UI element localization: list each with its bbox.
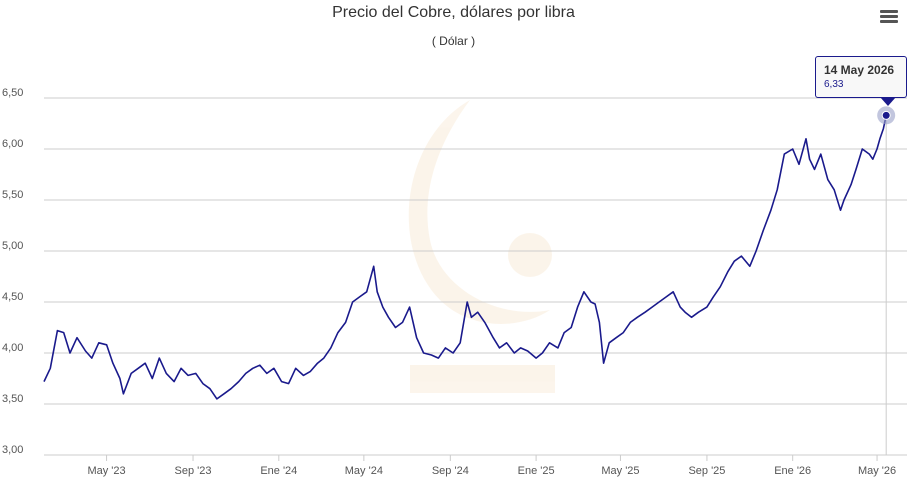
watermark-logo xyxy=(408,100,555,393)
y-tick-label: 4,00 xyxy=(2,342,23,354)
price-series-line xyxy=(43,115,887,400)
menu-bar xyxy=(880,20,898,23)
y-tick-label: 5,50 xyxy=(2,189,23,201)
tooltip-value: 6,33 xyxy=(824,79,844,90)
y-axis: 3,00 3,50 4,00 4,50 5,00 5,50 6,00 6,50 xyxy=(2,87,23,456)
x-tick-label: May '25 xyxy=(601,465,639,477)
x-tick-label: Ene '24 xyxy=(260,465,297,477)
x-tick-label: May '24 xyxy=(345,465,383,477)
x-tick-label: May '26 xyxy=(858,465,896,477)
y-tick-label: 5,00 xyxy=(2,240,23,252)
chart-subtitle: ( Dólar ) xyxy=(431,34,476,48)
y-tick-label: 3,50 xyxy=(2,393,23,405)
tooltip-date: 14 May 2026 xyxy=(824,63,895,77)
x-tick-label: May '23 xyxy=(87,465,125,477)
tooltip: 14 May 2026 6,33 xyxy=(815,56,907,106)
menu-bar xyxy=(880,15,898,18)
y-tick-label: 4,50 xyxy=(2,291,23,303)
x-tick-label: Sep '24 xyxy=(432,465,469,477)
y-tick-label: 3,00 xyxy=(2,444,23,456)
hamburger-menu-icon[interactable] xyxy=(878,8,900,26)
grid-lines xyxy=(44,97,907,456)
menu-bar xyxy=(880,10,898,13)
x-tick-label: Ene '25 xyxy=(518,465,555,477)
x-axis: May '23 Sep '23 Ene '24 May '24 Sep '24 Ene '… xyxy=(87,455,896,477)
y-tick-label: 6,50 xyxy=(2,87,23,99)
y-tick-label: 6,00 xyxy=(2,138,23,150)
x-tick-label: Sep '23 xyxy=(175,465,212,477)
highlight-marker[interactable] xyxy=(881,110,891,120)
x-tick-label: Sep '25 xyxy=(688,465,725,477)
chart-title: Precio del Cobre, dólares por libra xyxy=(332,4,575,21)
x-tick-label: Ene '26 xyxy=(774,465,811,477)
